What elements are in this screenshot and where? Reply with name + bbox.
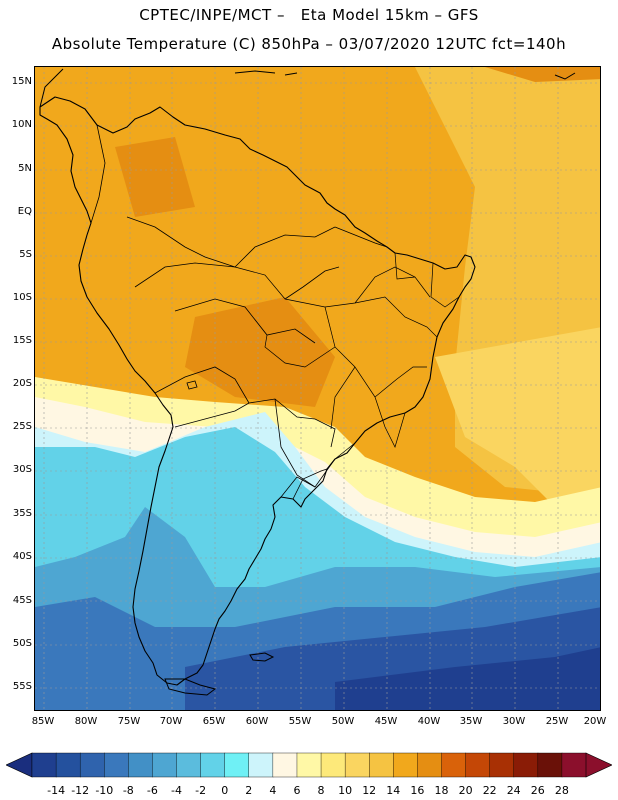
lake-titicaca xyxy=(186,380,198,390)
colorbar-label: 26 xyxy=(530,784,545,797)
colorbar-swatch xyxy=(344,752,370,778)
lon-label: 50W xyxy=(331,716,355,727)
colorbar-label: 12 xyxy=(362,784,377,797)
colorbar-label: 22 xyxy=(482,784,497,797)
colorbar-swatch xyxy=(369,752,394,778)
lat-label: 30S xyxy=(12,464,32,475)
lat-label: 20S xyxy=(12,378,32,389)
colorbar-swatch xyxy=(465,752,491,778)
field-hot-north xyxy=(115,137,195,217)
colorbar-label: 2 xyxy=(245,784,253,797)
chart-title-line2: Absolute Temperature (C) 850hPa – 03/07/… xyxy=(51,35,567,53)
colorbar-swatch xyxy=(489,752,515,778)
colorbar-label: 6 xyxy=(293,784,301,797)
colorbar-label: -8 xyxy=(122,784,134,797)
colorbar-swatch xyxy=(272,752,298,778)
lon-label: 35W xyxy=(459,716,483,727)
colorbar-label: -6 xyxy=(146,784,158,797)
lat-label: 55S xyxy=(12,681,32,692)
temperature-map xyxy=(35,67,600,710)
colorbar-label: 24 xyxy=(506,784,521,797)
lon-label: 80W xyxy=(74,716,98,727)
lat-label: 10N xyxy=(11,119,32,130)
colorbar-label: 14 xyxy=(386,784,401,797)
colorbar xyxy=(6,752,612,778)
lat-label: 5N xyxy=(18,163,32,174)
colorbar-swatches xyxy=(31,752,587,778)
colorbar-label: 0 xyxy=(221,784,229,797)
colorbar-label: 18 xyxy=(434,784,449,797)
colorbar-swatch xyxy=(31,752,57,778)
colorbar-label: -12 xyxy=(71,784,90,797)
colorbar-swatch xyxy=(104,752,129,778)
colorbar-label: 28 xyxy=(554,784,569,797)
lat-label: 40S xyxy=(12,551,32,562)
lat-label: 10S xyxy=(12,292,32,303)
colorbar-swatch xyxy=(417,752,442,778)
map-panel xyxy=(34,66,601,711)
lat-label: 25S xyxy=(12,421,32,432)
lon-label: 85W xyxy=(31,716,55,727)
colorbar-swatch xyxy=(248,752,274,778)
lon-label: 55W xyxy=(288,716,312,727)
colorbar-label: 8 xyxy=(317,784,325,797)
caribbean-islands xyxy=(234,70,576,80)
state-borders xyxy=(234,252,460,460)
lat-label: 15S xyxy=(12,335,32,346)
field-hot-interior xyxy=(185,297,335,407)
field-ocean-yellow xyxy=(435,327,600,507)
colorbar-over-arrow xyxy=(585,752,612,778)
colorbar-swatch xyxy=(537,752,563,778)
lon-label: 20W xyxy=(583,716,607,727)
lon-label: 60W xyxy=(245,716,269,727)
colorbar-swatch xyxy=(296,752,322,778)
field-dark-blue xyxy=(335,647,600,710)
colorbar-swatch xyxy=(176,752,202,778)
lon-label: 65W xyxy=(202,716,226,727)
colorbar-label: -2 xyxy=(195,784,207,797)
colorbar-under-arrow xyxy=(6,752,33,778)
lon-label: 75W xyxy=(117,716,141,727)
colorbar-label: -10 xyxy=(95,784,114,797)
colorbar-label: 20 xyxy=(458,784,473,797)
colorbar-swatch xyxy=(224,752,250,778)
lat-label: 50S xyxy=(12,638,32,649)
lat-label: 15N xyxy=(11,76,32,87)
colorbar-label: 4 xyxy=(269,784,277,797)
colorbar-label: -4 xyxy=(171,784,182,797)
colorbar-label: 10 xyxy=(338,784,353,797)
lat-label: 45S xyxy=(12,595,32,606)
lon-label: 30W xyxy=(502,716,526,727)
colorbar-swatch xyxy=(79,752,105,778)
lon-label: 45W xyxy=(374,716,398,727)
country-borders xyxy=(90,124,388,500)
colorbar-swatch xyxy=(128,752,153,778)
colorbar-swatch xyxy=(55,752,81,778)
lon-label: 40W xyxy=(417,716,441,727)
lat-label: EQ xyxy=(17,206,32,217)
colorbar-swatch xyxy=(561,752,587,778)
lon-label: 25W xyxy=(545,716,569,727)
colorbar-label: -14 xyxy=(47,784,66,797)
central-america-coastline xyxy=(39,68,64,108)
colorbar-swatch xyxy=(513,752,539,778)
lon-label: 70W xyxy=(159,716,183,727)
colorbar-label: 16 xyxy=(410,784,425,797)
field-hot-ne xyxy=(485,67,600,82)
colorbar-swatch xyxy=(393,752,418,778)
colorbar-swatch xyxy=(152,752,178,778)
falkland-islands xyxy=(249,652,275,662)
tierra-del-fuego xyxy=(164,678,217,696)
chart-title-line1: CPTEC/INPE/MCT – Eta Model 15km – GFS xyxy=(139,6,479,24)
colorbar-swatch xyxy=(441,752,467,778)
colorbar-swatch xyxy=(200,752,226,778)
lat-label: 35S xyxy=(12,508,32,519)
lat-label: 5S xyxy=(19,249,32,260)
colorbar-swatch xyxy=(320,752,346,778)
